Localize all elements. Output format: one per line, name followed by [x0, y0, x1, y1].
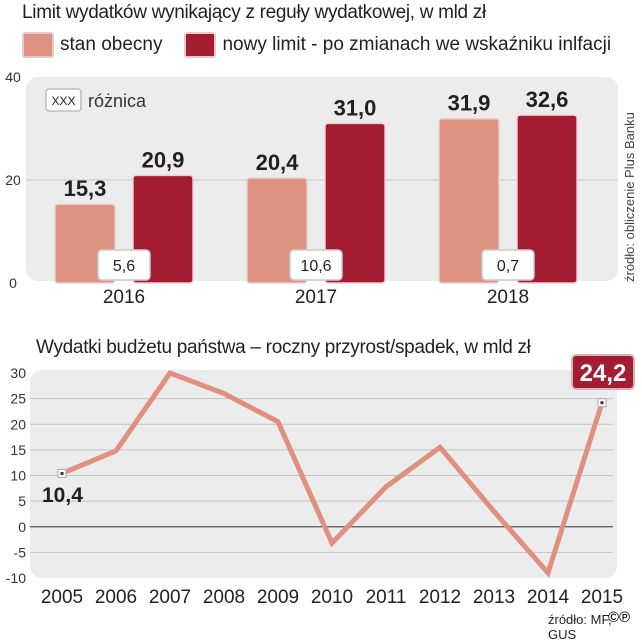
line-x-tick-label: 2009 [257, 587, 299, 608]
line-y-tick-label: 15 [10, 442, 26, 458]
legend-swatch-new [184, 32, 217, 58]
bottom-source: źródło: MF, GUS [548, 612, 612, 642]
annotation-badge-2015 [571, 354, 635, 390]
annotation-label-2015: 24,2 [580, 360, 627, 387]
bar-value-label: 31,0 [334, 95, 377, 120]
bottom-chart-title: Wydatki budżetu państwa – roczny przyros… [36, 337, 531, 358]
line-x-tick-label: 2007 [149, 587, 191, 608]
line-y-tick-label: 10 [10, 468, 26, 484]
legend-label-new: nowy limit - po zmianach we wskaźniku in… [222, 34, 612, 55]
top-chart-title: Limit wydatków wynikający z reguły wydat… [22, 2, 486, 23]
line-y-tick-label: 30 [10, 365, 26, 381]
line-point-2011 [384, 484, 389, 489]
bar-x-tick-label: 2016 [103, 287, 145, 308]
difference-label: 5,6 [113, 258, 135, 275]
bar-value-label: 32,6 [526, 87, 569, 112]
annotation-marker-dot-2015 [600, 401, 604, 405]
bar-y-tick-label: 20 [5, 172, 21, 188]
bar-x-tick-label: 2018 [487, 287, 529, 308]
annotation-label-2005: 10,4 [42, 484, 83, 507]
line-y-tick-label: -5 [14, 544, 27, 560]
bar-y-tick-label: 0 [9, 275, 17, 291]
line-y-tick-label: 5 [18, 493, 26, 509]
bar-value-label: 20,4 [256, 150, 300, 175]
line-x-tick-label: 2008 [203, 587, 245, 608]
bar-value-label: 15,3 [64, 176, 107, 201]
line-point-2009 [276, 419, 281, 424]
bar-new-2018 [516, 114, 578, 284]
line-point-2014 [546, 570, 551, 575]
bar-y-tick-label: 40 [5, 69, 21, 85]
difference-box [97, 249, 151, 281]
line-series [61, 369, 605, 578]
line-y-tick-label: 0 [18, 519, 26, 535]
difference-legend-label: różnica [88, 91, 147, 111]
line-plot-background [30, 370, 617, 578]
line-x-tick-label: 2010 [311, 587, 353, 608]
line-x-tick-label: 2011 [366, 587, 407, 608]
top-source: źródło: obliczenie Plus Banku [622, 112, 637, 282]
bar-current-2018 [438, 117, 500, 284]
line-x-tick-label: 2012 [419, 587, 461, 608]
difference-label: 10,6 [300, 258, 331, 275]
line-point-2013 [492, 509, 497, 514]
difference-box [481, 249, 535, 281]
line-y-tick-label: 25 [10, 391, 26, 407]
line-x-tick-label: 2013 [473, 587, 515, 608]
legend: stan obecny nowy limit - po zmianach we … [22, 32, 633, 58]
line-x-tick-label: 2014 [527, 587, 570, 608]
difference-label: 0,7 [497, 258, 519, 275]
line-x-tick-label: 2005 [41, 587, 83, 608]
line-y-tick-label: -10 [6, 570, 26, 586]
annotation-marker-dot-2005 [60, 471, 64, 475]
line-point-2010 [330, 541, 335, 546]
bar-value-label: 31,9 [448, 91, 491, 116]
bar-value-label: 20,9 [142, 147, 185, 172]
legend-item-new: nowy limit - po zmianach we wskaźniku in… [184, 32, 611, 58]
legend-item-current: stan obecny [22, 32, 162, 58]
line-x-tick-label: 2015 [581, 587, 623, 608]
line-y-tick-label: 20 [10, 416, 26, 432]
difference-box [289, 249, 343, 281]
line-x-tick-label: 2006 [95, 587, 137, 608]
difference-legend-key-text: XXX [51, 94, 75, 108]
bar-new-2017 [324, 122, 386, 284]
line-point-2007 [168, 371, 173, 376]
line-point-2008 [222, 391, 227, 396]
legend-label-current: stan obecny [60, 34, 163, 55]
bar-x-tick-label: 2017 [295, 287, 337, 308]
line-point-2012 [438, 445, 443, 450]
difference-legend-key [45, 88, 82, 112]
copyright-icon: ©℗ [608, 609, 631, 626]
line-point-2006 [114, 448, 119, 453]
legend-swatch-current [22, 32, 54, 58]
